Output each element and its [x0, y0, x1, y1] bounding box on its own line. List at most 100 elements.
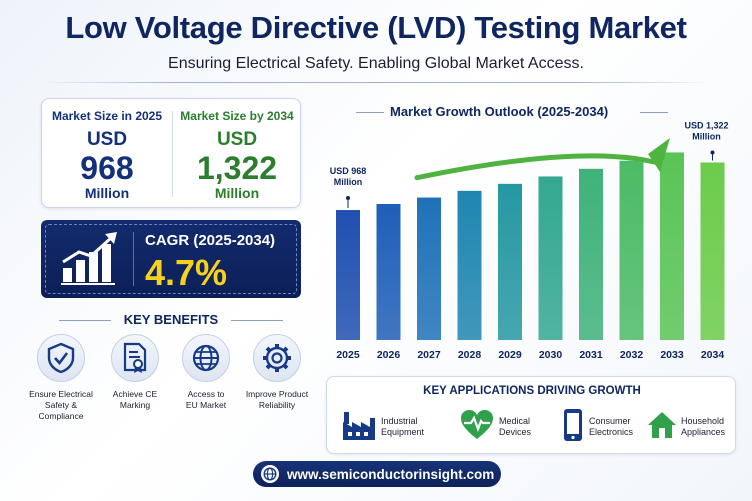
- bar-2028: [457, 190, 482, 340]
- start-annotation-line-2: Million: [334, 177, 363, 187]
- header-divider: [40, 82, 712, 83]
- app-household: Household Appliances: [647, 407, 725, 447]
- benefit-eu-line-1: Access to: [187, 389, 225, 399]
- market-size-2025-value: 968: [80, 150, 134, 186]
- market-size-2034-unit: Million: [214, 185, 260, 201]
- x-tick-2033: 2033: [660, 349, 684, 361]
- bar-2032: [619, 160, 644, 340]
- start-annotation-line-1: USD 968: [330, 166, 367, 176]
- market-size-2034: Market Size by 2034 USD 1,322 Million: [172, 99, 302, 209]
- benefit-eu-market: Access to EU Market: [170, 334, 242, 411]
- bar-2026: [376, 203, 401, 340]
- bar-2030: [538, 176, 563, 340]
- bar-2034: [700, 162, 725, 340]
- app-consumer: Consumer Electronics: [561, 407, 633, 447]
- bar-2033: [660, 152, 684, 340]
- gear-icon: [253, 334, 301, 382]
- app-industrial: Industrial Equipment: [341, 407, 424, 447]
- app-medical: Medical Devices: [459, 407, 531, 447]
- trend-arrow-line: [414, 153, 657, 181]
- app-household-line-2: Appliances: [681, 427, 726, 437]
- x-tick-2026: 2026: [377, 349, 401, 361]
- key-benefits-title: KEY BENEFITS: [123, 312, 219, 327]
- benefit-ce-line-2: Marking: [119, 400, 151, 410]
- bar-2031: [579, 168, 603, 340]
- market-size-2034-label: Market Size by 2034: [180, 109, 294, 123]
- applications-title: KEY APPLICATIONS DRIVING GROWTH: [423, 385, 641, 397]
- website-link[interactable]: www.semiconductorinsight.com: [253, 461, 501, 487]
- x-tick-2031: 2031: [579, 349, 603, 361]
- market-size-2025-unit: Million: [84, 185, 130, 201]
- cagr-card: CAGR (2025-2034) 4.7%: [41, 220, 301, 298]
- benefit-ce-marking: Achieve CE Marking: [99, 334, 171, 411]
- bar-2029: [498, 183, 522, 340]
- start-annotation-dot: [346, 196, 350, 201]
- app-medical-line-2: Devices: [499, 427, 532, 437]
- key-benefits-heading: KEY BENEFITS: [41, 312, 301, 328]
- chart-title-line-right: [640, 112, 668, 113]
- smartphone-icon: [561, 408, 585, 447]
- cagr-label: CAGR (2025-2034): [145, 232, 276, 249]
- market-size-separator: [172, 111, 173, 197]
- heart-pulse-icon: [459, 409, 495, 446]
- benefit-ce-line-1: Achieve CE: [112, 389, 158, 399]
- cagr-dashed-border: [45, 224, 297, 294]
- globe-icon: [261, 465, 279, 483]
- app-household-line-1: Household: [681, 416, 725, 426]
- factory-icon: [341, 408, 377, 447]
- market-size-2025: Market Size in 2025 USD 968 Million: [42, 99, 172, 209]
- shield-check-icon: [37, 334, 85, 382]
- bar-2025: [336, 210, 360, 340]
- chart-title-line-left: [356, 112, 384, 113]
- end-annotation-line-2: Million: [692, 132, 721, 142]
- app-medical-label: Medical Devices: [499, 416, 531, 438]
- app-consumer-line-1: Consumer: [589, 416, 631, 426]
- x-tick-2025: 2025: [336, 349, 360, 361]
- page-subtitle: Ensuring Electrical Safety. Enabling Glo…: [168, 55, 584, 72]
- app-consumer-label: Consumer Electronics: [589, 416, 633, 438]
- app-household-label: Household Appliances: [681, 416, 725, 438]
- key-benefits-line-right: [231, 320, 283, 321]
- benefit-eu-line-2: EU Market: [185, 400, 227, 410]
- app-industrial-line-2: Equipment: [381, 427, 425, 437]
- bar-2027: [417, 197, 441, 340]
- website-url[interactable]: www.semiconductorinsight.com: [287, 466, 495, 482]
- benefit-safety-line-2: Safety & Compliance: [38, 400, 84, 421]
- market-size-2025-label: Market Size in 2025: [51, 109, 163, 123]
- certificate-icon: [111, 334, 159, 382]
- market-growth-chart: 2025 2026 2027 2028 2029 2030 2031 2032 2033 2034…: [330, 121, 729, 361]
- end-annotation-line-1: USD 1,322: [684, 121, 728, 131]
- page-title: Low Voltage Directive (LVD) Testing Mark…: [65, 10, 687, 45]
- benefit-safety: Ensure Electrical Safety & Compliance: [25, 334, 97, 422]
- market-size-2034-currency: USD: [216, 129, 258, 150]
- key-benefits-line-left: [59, 320, 111, 321]
- benefit-reliability-line-1: Improve Product: [245, 389, 309, 399]
- chart-title: Market Growth Outlook (2025-2034): [390, 104, 609, 119]
- app-consumer-line-2: Electronics: [589, 427, 634, 437]
- x-tick-2032: 2032: [620, 349, 644, 361]
- globe-icon: [182, 334, 230, 382]
- benefit-reliability-label: Improve Product Reliability: [241, 389, 313, 411]
- growth-chart-icon: [59, 230, 121, 293]
- x-tick-2027: 2027: [417, 349, 441, 361]
- app-industrial-line-1: Industrial: [381, 416, 418, 426]
- market-size-2034-value: 1,322: [196, 150, 278, 186]
- house-icon: [647, 410, 677, 445]
- benefit-reliability-line-2: Reliability: [258, 400, 296, 410]
- cagr-value: 4.7%: [145, 252, 228, 293]
- benefit-safety-line-1: Ensure Electrical: [29, 389, 93, 399]
- x-tick-2029: 2029: [498, 349, 522, 361]
- x-tick-2028: 2028: [458, 349, 482, 361]
- applications-card: KEY APPLICATIONS DRIVING GROWTH Industri…: [326, 376, 736, 454]
- x-tick-2034: 2034: [701, 349, 725, 361]
- benefit-eu-market-label: Access to EU Market: [170, 389, 242, 411]
- benefit-reliability: Improve Product Reliability: [241, 334, 313, 411]
- market-size-card: Market Size in 2025 USD 968 Million Mark…: [41, 98, 301, 208]
- end-annotation-dot: [710, 150, 715, 155]
- trend-arrow-head: [648, 138, 670, 172]
- app-industrial-label: Industrial Equipment: [381, 416, 424, 438]
- app-medical-line-1: Medical: [499, 416, 531, 426]
- x-tick-2030: 2030: [539, 349, 563, 361]
- benefit-ce-marking-label: Achieve CE Marking: [99, 389, 171, 411]
- market-size-2025-currency: USD: [86, 129, 128, 150]
